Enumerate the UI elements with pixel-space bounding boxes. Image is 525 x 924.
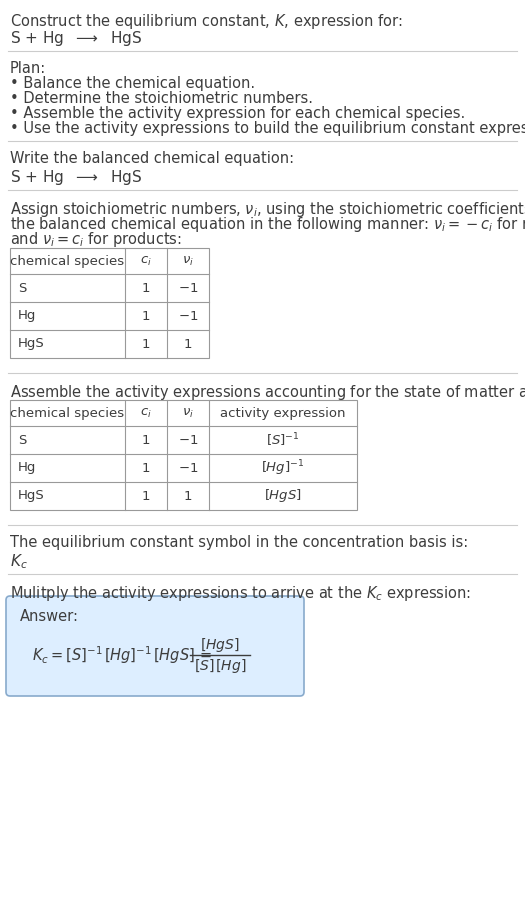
Text: The equilibrium constant symbol in the concentration basis is:: The equilibrium constant symbol in the c… (10, 535, 468, 550)
Text: activity expression: activity expression (220, 407, 346, 419)
Text: Assign stoichiometric numbers, $\nu_i$, using the stoichiometric coefficients, $: Assign stoichiometric numbers, $\nu_i$, … (10, 200, 525, 219)
Text: • Assemble the activity expression for each chemical species.: • Assemble the activity expression for e… (10, 106, 465, 121)
Text: 1: 1 (184, 490, 192, 503)
Text: 1: 1 (142, 490, 150, 503)
Text: Write the balanced chemical equation:: Write the balanced chemical equation: (10, 151, 294, 166)
Bar (10, 248, 209, 358)
Text: Hg: Hg (18, 310, 36, 322)
Text: 1: 1 (142, 337, 150, 350)
Text: Construct the equilibrium constant, $K$, expression for:: Construct the equilibrium constant, $K$,… (10, 12, 403, 31)
Text: chemical species: chemical species (10, 254, 124, 268)
Text: Hg: Hg (18, 461, 36, 475)
Text: $-1$: $-1$ (178, 433, 198, 446)
Text: HgS: HgS (18, 337, 45, 350)
FancyBboxPatch shape (6, 596, 304, 696)
Text: $-1$: $-1$ (178, 282, 198, 295)
Text: • Use the activity expressions to build the equilibrium constant expression.: • Use the activity expressions to build … (10, 121, 525, 136)
Text: the balanced chemical equation in the following manner: $\nu_i = -c_i$ for react: the balanced chemical equation in the fo… (10, 215, 525, 234)
Text: $[S]^{-1}$: $[S]^{-1}$ (266, 432, 300, 449)
Text: S: S (18, 433, 26, 446)
Text: $[HgS]$: $[HgS]$ (264, 488, 302, 505)
Text: $-1$: $-1$ (178, 310, 198, 322)
Text: 1: 1 (142, 433, 150, 446)
Text: $[Hg]^{-1}$: $[Hg]^{-1}$ (261, 458, 304, 478)
Bar (10, 400, 357, 510)
Text: $c_i$: $c_i$ (140, 407, 152, 419)
Text: S + Hg  $\longrightarrow$  HgS: S + Hg $\longrightarrow$ HgS (10, 29, 142, 48)
Text: $K_c = [S]^{-1}\,[Hg]^{-1}\,[HgS]\, = $: $K_c = [S]^{-1}\,[Hg]^{-1}\,[HgS]\, = $ (32, 644, 212, 666)
Text: $K_c$: $K_c$ (10, 552, 28, 571)
Text: $\nu_i$: $\nu_i$ (182, 254, 194, 268)
Text: S: S (18, 282, 26, 295)
Text: $-1$: $-1$ (178, 461, 198, 475)
Text: HgS: HgS (18, 490, 45, 503)
Text: $\nu_i$: $\nu_i$ (182, 407, 194, 419)
Text: • Balance the chemical equation.: • Balance the chemical equation. (10, 76, 255, 91)
Text: Assemble the activity expressions accounting for the state of matter and $\nu_i$: Assemble the activity expressions accoun… (10, 383, 525, 402)
Text: $[HgS]$: $[HgS]$ (201, 636, 240, 654)
Text: $c_i$: $c_i$ (140, 254, 152, 268)
Text: $[S]\,[Hg]$: $[S]\,[Hg]$ (194, 657, 246, 675)
Text: chemical species: chemical species (10, 407, 124, 419)
Text: 1: 1 (142, 282, 150, 295)
Text: 1: 1 (142, 461, 150, 475)
Text: Mulitply the activity expressions to arrive at the $K_c$ expression:: Mulitply the activity expressions to arr… (10, 584, 471, 603)
Text: Answer:: Answer: (20, 609, 79, 624)
Text: and $\nu_i = c_i$ for products:: and $\nu_i = c_i$ for products: (10, 230, 182, 249)
Text: S + Hg  $\longrightarrow$  HgS: S + Hg $\longrightarrow$ HgS (10, 168, 142, 187)
Text: 1: 1 (142, 310, 150, 322)
Text: Plan:: Plan: (10, 61, 46, 76)
Text: • Determine the stoichiometric numbers.: • Determine the stoichiometric numbers. (10, 91, 313, 106)
Text: 1: 1 (184, 337, 192, 350)
